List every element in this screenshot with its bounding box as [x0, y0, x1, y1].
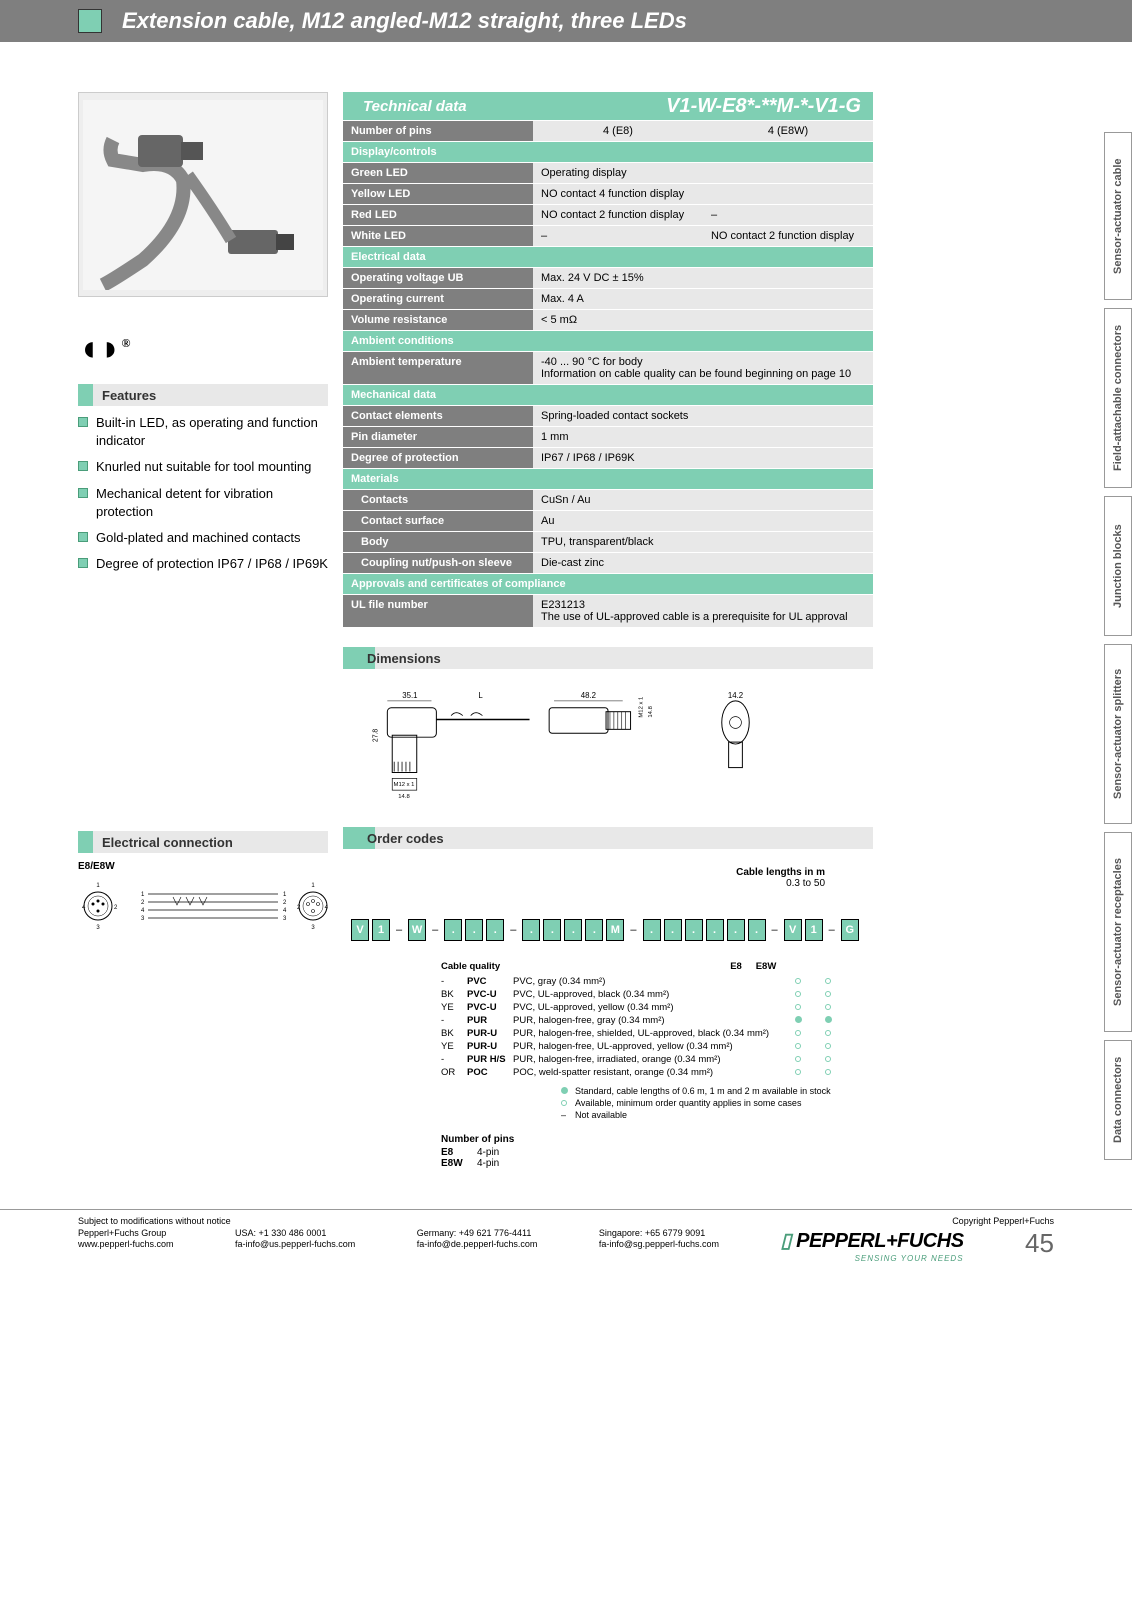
order-codes-header: Order codes — [343, 827, 873, 849]
svg-text:2: 2 — [114, 905, 118, 911]
cable-quality-table: Cable quality E8 E8W -PVCPVC, gray (0.34… — [441, 961, 865, 1120]
feature-item: Mechanical detent for vibration protecti… — [78, 485, 328, 521]
svg-text:2: 2 — [283, 900, 287, 906]
elconn-label: E8/E8W — [78, 861, 328, 872]
order-code-pattern: V1 – W – ... – .... M – ...... – V1 – G — [351, 919, 865, 941]
feature-item: Built-in LED, as operating and function … — [78, 414, 328, 450]
tab-junction-blocks[interactable]: Junction blocks — [1104, 496, 1132, 636]
feature-item: Gold-plated and machined contacts — [78, 529, 328, 547]
tab-sensor-actuator-cable[interactable]: Sensor-actuator cable — [1104, 132, 1132, 300]
svg-text:1: 1 — [283, 892, 287, 898]
legend: Standard, cable lengths of 0.6 m, 1 m an… — [561, 1086, 865, 1120]
svg-text:L: L — [478, 691, 483, 700]
model-number: V1-W-E8*-**M-*-V1-G — [580, 92, 873, 120]
page-number: 45 — [1025, 1228, 1054, 1259]
dimensions-header: Dimensions — [343, 647, 873, 669]
order-codes-body: Cable lengths in m 0.3 to 50 V1 – W – ..… — [343, 857, 873, 1179]
svg-text:2: 2 — [297, 905, 301, 911]
svg-text:4: 4 — [82, 905, 86, 911]
svg-text:14.8: 14.8 — [648, 705, 654, 717]
svg-text:2: 2 — [141, 900, 145, 906]
svg-text:27.8: 27.8 — [373, 729, 380, 743]
feature-item: Knurled nut suitable for tool mounting — [78, 458, 328, 476]
elconn-diagram: 1 4 2 3 1 2 4 3 1 2 4 3 — [78, 876, 328, 936]
side-tabs: Sensor-actuator cable Field-attachable c… — [1104, 132, 1132, 1160]
svg-text:3: 3 — [311, 925, 315, 931]
features-list: Built-in LED, as operating and function … — [78, 414, 328, 573]
feature-item: Degree of protection IP67 / IP68 / IP69K — [78, 555, 328, 573]
page-title: Extension cable, M12 angled-M12 straight… — [122, 8, 687, 34]
tab-data-connectors[interactable]: Data connectors — [1104, 1040, 1132, 1160]
dimensions-diagram: 35.1 L 48.2 14.2 M12 x — [343, 677, 873, 817]
header-accent-box — [78, 9, 102, 33]
svg-text:1: 1 — [311, 883, 315, 889]
svg-text:3: 3 — [141, 916, 145, 922]
svg-text:4: 4 — [325, 905, 328, 911]
svg-text:3: 3 — [96, 925, 100, 931]
tab-field-attachable-connectors[interactable]: Field-attachable connectors — [1104, 308, 1132, 488]
elconn-header: Electrical connection — [78, 831, 328, 853]
page-header: Extension cable, M12 angled-M12 straight… — [0, 0, 1132, 42]
svg-text:4: 4 — [141, 908, 145, 914]
svg-text:14.2: 14.2 — [728, 691, 743, 700]
svg-text:14.8: 14.8 — [398, 794, 410, 800]
features-header: Features — [78, 384, 328, 406]
svg-text:M12 x 1: M12 x 1 — [394, 782, 415, 788]
svg-text:1: 1 — [141, 892, 145, 898]
number-of-pins: Number of pins E84-pin E8W4-pin — [441, 1134, 865, 1169]
svg-text:1: 1 — [96, 883, 100, 889]
tech-header: Technical data V1-W-E8*-**M-*-V1-G — [343, 92, 873, 120]
page-footer: Subject to modifications without notice … — [0, 1209, 1132, 1283]
ul-logo: ◖◗® — [78, 327, 328, 369]
tab-sensor-actuator-receptacles[interactable]: Sensor-actuator receptacles — [1104, 832, 1132, 1032]
svg-text:48.2: 48.2 — [581, 691, 596, 700]
svg-text:3: 3 — [283, 916, 287, 922]
tab-sensor-actuator-splitters[interactable]: Sensor-actuator splitters — [1104, 644, 1132, 824]
svg-text:M12 x 1: M12 x 1 — [638, 697, 644, 718]
brand-logo: ▯ PEPPERL+FUCHS — [781, 1228, 964, 1253]
svg-text:4: 4 — [283, 908, 287, 914]
product-image — [78, 92, 328, 297]
svg-text:35.1: 35.1 — [402, 691, 417, 700]
tech-table: Number of pins4 (E8)4 (E8W) Display/cont… — [343, 120, 873, 627]
